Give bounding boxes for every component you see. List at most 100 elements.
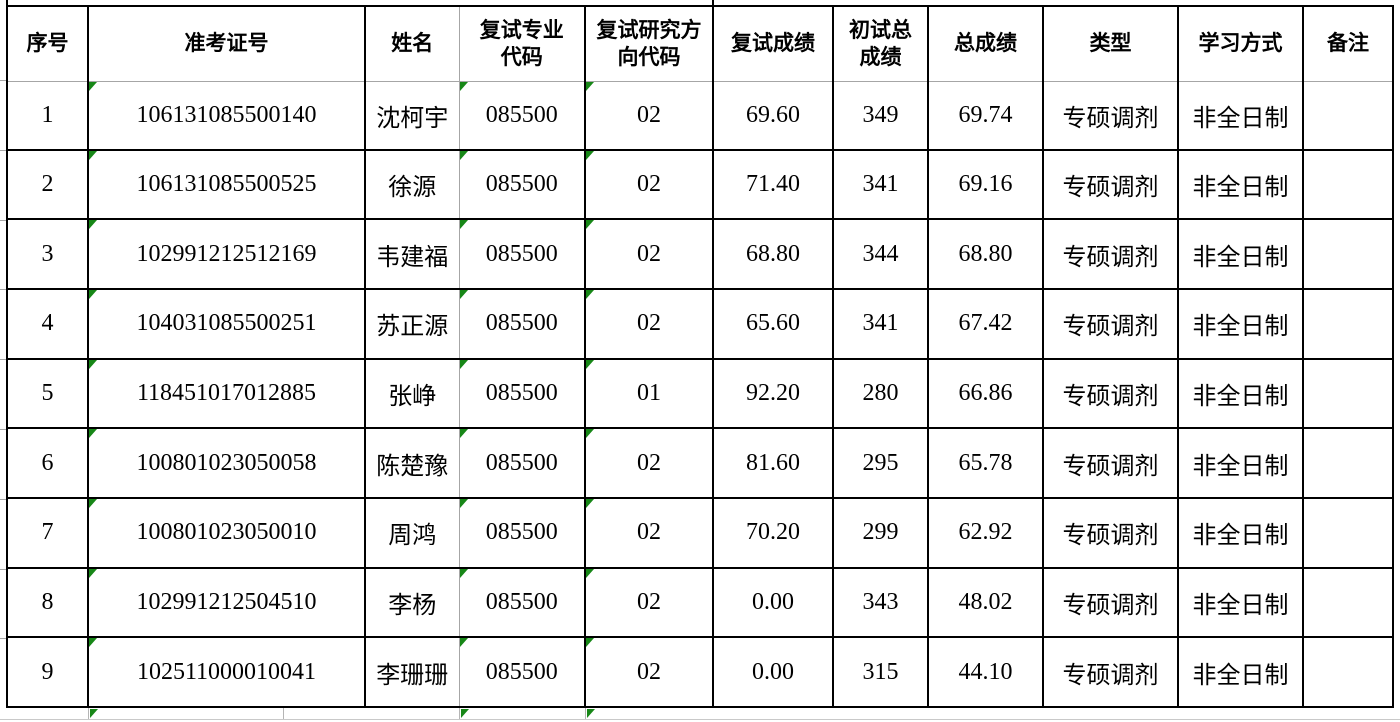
- cell-retest_score[interactable]: 0.00: [712, 566, 834, 639]
- cell-type[interactable]: 专硕调剂: [1042, 566, 1179, 639]
- cell-initial_total[interactable]: 295: [832, 427, 929, 499]
- cell-remark[interactable]: [1302, 218, 1394, 291]
- column-header-seq[interactable]: 序号: [6, 5, 89, 82]
- cell-study_mode[interactable]: 非全日制: [1177, 636, 1304, 708]
- cell-name[interactable]: 徐源: [364, 148, 460, 221]
- cell-type[interactable]: 专硕调剂: [1042, 80, 1179, 151]
- cell-seq[interactable]: 8: [6, 566, 89, 639]
- column-header-name[interactable]: 姓名: [364, 5, 460, 82]
- cell-seq[interactable]: 4: [6, 288, 89, 360]
- column-header-initial-total[interactable]: 初试总 成绩: [832, 5, 929, 82]
- cell-total_score[interactable]: 66.86: [927, 357, 1044, 430]
- cell-type[interactable]: 专硕调剂: [1042, 288, 1179, 360]
- cell-seq[interactable]: 1: [6, 80, 89, 151]
- cell-seq[interactable]: 3: [6, 218, 89, 291]
- cell-name[interactable]: 张峥: [364, 357, 460, 430]
- cell-study_mode[interactable]: 非全日制: [1177, 148, 1304, 221]
- cell-direction_code[interactable]: 02: [584, 636, 714, 708]
- column-header-total-score[interactable]: 总成绩: [927, 5, 1044, 82]
- cell-ticket[interactable]: 106131085500525: [87, 148, 366, 221]
- cell-remark[interactable]: [1302, 80, 1394, 151]
- cell-initial_total[interactable]: 344: [832, 218, 929, 291]
- cell-ticket[interactable]: 100801023050010: [87, 497, 366, 569]
- cell-seq[interactable]: 5: [6, 357, 89, 430]
- cell-total_score[interactable]: 65.78: [927, 427, 1044, 499]
- cell-major_code[interactable]: 085500: [458, 636, 586, 708]
- cell-retest_score[interactable]: 92.20: [712, 357, 834, 430]
- cell-major_code[interactable]: 085500: [458, 80, 586, 151]
- cell-total_score[interactable]: 44.10: [927, 636, 1044, 708]
- cell-direction_code[interactable]: 02: [584, 80, 714, 151]
- cell-retest_score[interactable]: 68.80: [712, 218, 834, 291]
- cell-total_score[interactable]: 69.16: [927, 148, 1044, 221]
- cell-direction_code[interactable]: 02: [584, 566, 714, 639]
- cell-retest_score[interactable]: 70.20: [712, 497, 834, 569]
- cell-name[interactable]: 李珊珊: [364, 636, 460, 708]
- cell-ticket[interactable]: 104031085500251: [87, 288, 366, 360]
- column-header-ticket[interactable]: 准考证号: [87, 5, 366, 82]
- cell-retest_score[interactable]: 65.60: [712, 288, 834, 360]
- cell-remark[interactable]: [1302, 566, 1394, 639]
- cell-name[interactable]: 苏正源: [364, 288, 460, 360]
- cell-direction_code[interactable]: 02: [584, 497, 714, 569]
- column-header-retest-score[interactable]: 复试成绩: [712, 5, 834, 82]
- cell-major_code[interactable]: 085500: [458, 497, 586, 569]
- cell-direction_code[interactable]: 01: [584, 357, 714, 430]
- cell-seq[interactable]: 2: [6, 148, 89, 221]
- cell-name[interactable]: 周鸿: [364, 497, 460, 569]
- cell-seq[interactable]: 6: [6, 427, 89, 499]
- cell-study_mode[interactable]: 非全日制: [1177, 288, 1304, 360]
- cell-ticket[interactable]: 106131085500140: [87, 80, 366, 151]
- cell-study_mode[interactable]: 非全日制: [1177, 497, 1304, 569]
- cell-study_mode[interactable]: 非全日制: [1177, 357, 1304, 430]
- cell-initial_total[interactable]: 315: [832, 636, 929, 708]
- cell-major_code[interactable]: 085500: [458, 288, 586, 360]
- cell-seq[interactable]: 9: [6, 636, 89, 708]
- cell-initial_total[interactable]: 299: [832, 497, 929, 569]
- cell-direction_code[interactable]: 02: [584, 218, 714, 291]
- column-header-major-code[interactable]: 复试专业 代码: [458, 5, 586, 82]
- cell-total_score[interactable]: 48.02: [927, 566, 1044, 639]
- cell-remark[interactable]: [1302, 427, 1394, 499]
- cell-retest_score[interactable]: 81.60: [712, 427, 834, 499]
- cell-type[interactable]: 专硕调剂: [1042, 427, 1179, 499]
- cell-study_mode[interactable]: 非全日制: [1177, 566, 1304, 639]
- cell-study_mode[interactable]: 非全日制: [1177, 218, 1304, 291]
- cell-name[interactable]: 沈柯宇: [364, 80, 460, 151]
- cell-study_mode[interactable]: 非全日制: [1177, 427, 1304, 499]
- cell-retest_score[interactable]: 71.40: [712, 148, 834, 221]
- cell-ticket[interactable]: 118451017012885: [87, 357, 366, 430]
- cell-remark[interactable]: [1302, 357, 1394, 430]
- column-header-remark[interactable]: 备注: [1302, 5, 1394, 82]
- cell-study_mode[interactable]: 非全日制: [1177, 80, 1304, 151]
- cell-name[interactable]: 陈楚豫: [364, 427, 460, 499]
- cell-remark[interactable]: [1302, 497, 1394, 569]
- cell-initial_total[interactable]: 349: [832, 80, 929, 151]
- cell-direction_code[interactable]: 02: [584, 148, 714, 221]
- cell-total_score[interactable]: 68.80: [927, 218, 1044, 291]
- cell-retest_score[interactable]: 0.00: [712, 636, 834, 708]
- cell-major_code[interactable]: 085500: [458, 357, 586, 430]
- cell-direction_code[interactable]: 02: [584, 427, 714, 499]
- cell-type[interactable]: 专硕调剂: [1042, 148, 1179, 221]
- cell-type[interactable]: 专硕调剂: [1042, 497, 1179, 569]
- cell-total_score[interactable]: 67.42: [927, 288, 1044, 360]
- cell-remark[interactable]: [1302, 636, 1394, 708]
- cell-ticket[interactable]: 100801023050058: [87, 427, 366, 499]
- cell-direction_code[interactable]: 02: [584, 288, 714, 360]
- cell-seq[interactable]: 7: [6, 497, 89, 569]
- cell-initial_total[interactable]: 341: [832, 148, 929, 221]
- cell-initial_total[interactable]: 280: [832, 357, 929, 430]
- cell-total_score[interactable]: 62.92: [927, 497, 1044, 569]
- cell-major_code[interactable]: 085500: [458, 566, 586, 639]
- cell-type[interactable]: 专硕调剂: [1042, 357, 1179, 430]
- cell-total_score[interactable]: 69.74: [927, 80, 1044, 151]
- cell-major_code[interactable]: 085500: [458, 427, 586, 499]
- cell-type[interactable]: 专硕调剂: [1042, 218, 1179, 291]
- cell-ticket[interactable]: 102991212504510: [87, 566, 366, 639]
- cell-ticket[interactable]: 102991212512169: [87, 218, 366, 291]
- cell-retest_score[interactable]: 69.60: [712, 80, 834, 151]
- cell-name[interactable]: 李杨: [364, 566, 460, 639]
- cell-major_code[interactable]: 085500: [458, 218, 586, 291]
- cell-ticket[interactable]: 102511000010041: [87, 636, 366, 708]
